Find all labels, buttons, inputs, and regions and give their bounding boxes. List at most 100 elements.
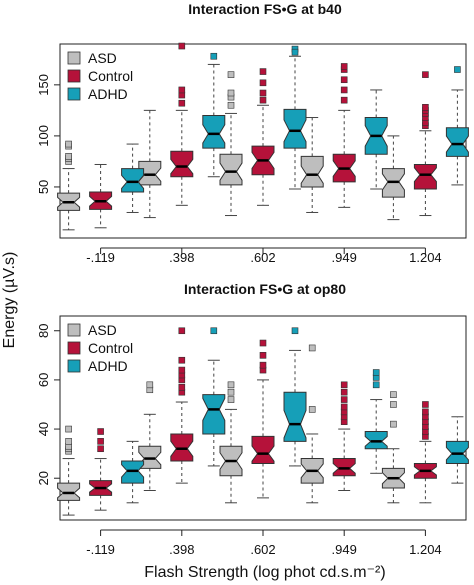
y-tick-label: 50: [36, 180, 51, 194]
box-asd-1: [138, 109, 162, 219]
outlier-point: [340, 381, 348, 389]
outlier-point: [65, 153, 72, 160]
y-tick-label: 20: [36, 471, 51, 485]
legend-swatch: [67, 359, 81, 373]
outlier-point: [259, 89, 267, 97]
box-asd-3: [300, 117, 324, 213]
x-tick-label: .398: [169, 542, 194, 557]
outlier-point: [422, 104, 429, 111]
box-body: [413, 163, 437, 190]
box-body: [283, 391, 307, 442]
outlier-point: [422, 408, 429, 416]
box-control-1: [170, 42, 194, 206]
outlier-point: [390, 391, 397, 398]
box-body: [170, 150, 194, 178]
y-tick-label: 100: [36, 125, 51, 147]
box-body: [121, 168, 145, 193]
outlier-point: [422, 401, 429, 408]
box-body: [283, 108, 307, 149]
legend-swatch: [67, 87, 81, 101]
legend-label: ADHD: [88, 358, 128, 374]
x-tick-label: -.119: [86, 250, 115, 265]
outlier-point: [210, 52, 218, 60]
outlier-point: [340, 388, 348, 396]
legend-label: ADHD: [88, 86, 128, 102]
box-adhd-3: [364, 369, 388, 474]
outlier-point: [422, 71, 429, 78]
box-control-2: [251, 68, 275, 206]
outlier-point: [454, 66, 461, 73]
outlier-point: [340, 86, 348, 94]
outlier-point: [65, 140, 72, 148]
outlier-point: [178, 42, 186, 50]
box-body: [219, 153, 243, 186]
outlier-point: [390, 420, 397, 428]
legend-swatch: [67, 341, 81, 355]
outlier-point: [146, 381, 154, 389]
y-tick-label: 40: [36, 422, 51, 436]
outlier-point: [227, 101, 235, 109]
panel-b40: Interaction FS•G at b40 50 100 150 -.119 .398…: [36, 1, 469, 265]
box-control-0: [89, 163, 113, 229]
outlier-point: [340, 403, 348, 411]
box-adhd-0: [121, 143, 145, 213]
outlier-point: [178, 383, 186, 391]
x-tick-label: 1.204: [409, 542, 442, 557]
box-body: [300, 155, 324, 188]
outlier-point: [178, 327, 186, 335]
x-axis-label: Flash Strength (log phot cd.s.m⁻²): [144, 564, 385, 581]
outlier-point: [227, 388, 235, 396]
box-adhd-4: [445, 66, 469, 186]
box-control-4: [413, 401, 437, 504]
outlier-point: [97, 428, 104, 435]
outlier-point: [340, 96, 348, 104]
outlier-point: [178, 99, 186, 107]
outlier-point: [210, 327, 218, 335]
legend-label: ASD: [88, 50, 117, 66]
outlier-point: [65, 425, 72, 433]
outlier-point: [340, 396, 348, 403]
x-tick-label: -.119: [86, 542, 115, 557]
legend-swatch: [67, 69, 81, 83]
outlier-point: [390, 401, 397, 408]
legend-swatch: [67, 51, 81, 65]
x-tick-label: .398: [169, 250, 194, 265]
box-adhd-1: [202, 52, 226, 178]
outlier-point: [97, 445, 104, 453]
outlier-point: [227, 71, 235, 78]
x-tick-label: .949: [332, 250, 357, 265]
box-control-1: [170, 327, 194, 484]
outlier-point: [308, 344, 316, 352]
y-tick-label: 150: [36, 74, 51, 96]
outlier-point: [291, 48, 299, 56]
outlier-point: [227, 396, 235, 403]
box-body: [445, 127, 469, 157]
outlier-point: [259, 352, 267, 359]
outlier-point: [259, 68, 267, 75]
box-asd-1: [138, 381, 162, 492]
outlier-point: [372, 369, 380, 376]
panel-title: Interaction FS•G at b40: [188, 1, 342, 17]
outlier-point: [259, 96, 267, 104]
outlier-point: [259, 339, 267, 347]
legend: ASD Control ADHD: [67, 322, 133, 374]
box-adhd-2: [283, 327, 307, 467]
box-adhd-4: [445, 416, 469, 484]
box-adhd-2: [283, 45, 307, 190]
box-body: [202, 114, 226, 149]
box-asd-3: [300, 344, 324, 504]
box-control-2: [251, 339, 275, 499]
box-asd-4: [381, 135, 405, 221]
box-body: [251, 435, 275, 464]
outlier-point: [259, 361, 267, 369]
box-adhd-3: [364, 89, 388, 190]
outlier-point: [178, 366, 186, 374]
box-body: [202, 394, 226, 435]
box-asd-4: [381, 391, 405, 504]
box-control-0: [89, 428, 113, 511]
outlier-point: [340, 63, 348, 70]
outlier-point: [97, 438, 104, 445]
y-tick-label: 80: [36, 324, 51, 338]
box-control-3: [332, 63, 356, 208]
